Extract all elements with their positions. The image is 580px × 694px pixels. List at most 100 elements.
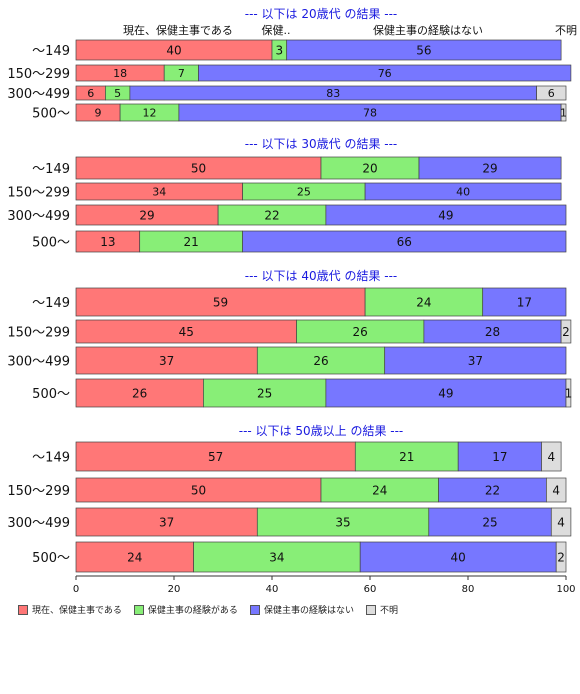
header-label-1: 保健.. [262, 23, 291, 37]
bar-segment-2-0-2 [482, 287, 567, 317]
legend-label-current: 現在、保健主事である [32, 606, 122, 616]
bar-segment-1-3-2 [242, 230, 567, 253]
data-label-2-1-1: 26 [353, 325, 368, 339]
data-label-3-3-0: 24 [127, 551, 142, 565]
bar-segment-2-2-0 [75, 346, 258, 375]
data-label-0-3-3: 1 [560, 107, 567, 120]
bar-segment-2-3-2 [325, 378, 567, 408]
bar-segment-2-1-3 [560, 319, 572, 344]
bar-segment-3-2-2 [428, 507, 552, 537]
data-label-3-1-3: 4 [552, 484, 560, 498]
data-label-1-2-1: 22 [264, 209, 279, 223]
bar-segment-3-1-0 [75, 477, 322, 503]
data-label-3-2-0: 37 [159, 516, 174, 530]
category-label-2-2: 300～499 [7, 355, 70, 370]
data-label-0-2-0: 6 [87, 87, 94, 100]
data-label-1-2-2: 49 [438, 209, 453, 223]
data-label-2-3-3: 1 [565, 387, 573, 401]
data-label-1-3-0: 13 [100, 235, 115, 249]
panel-title-3: --- 以下は 50歳以上 の結果 --- [239, 424, 404, 438]
bar-segment-2-0-1 [364, 287, 484, 317]
data-label-0-1-1: 7 [178, 67, 185, 80]
panel-title-2: --- 以下は 40歳代 の結果 --- [245, 269, 398, 283]
legend-item-current: 現在、保健主事である [18, 603, 122, 616]
category-label-0-1: 150～299 [7, 67, 70, 82]
panel-title-0: --- 以下は 20歳代 の結果 --- [245, 7, 398, 21]
data-label-3-2-3: 4 [557, 516, 565, 530]
category-label-3-3: 500～ [32, 551, 70, 566]
data-label-2-2-0: 37 [159, 354, 174, 368]
category-label-3-1: 150～299 [7, 484, 70, 499]
bar-segment-2-3-0 [75, 378, 204, 408]
data-label-0-2-3: 6 [548, 87, 555, 100]
header-label-2: 保健主事の経験はない [373, 23, 483, 37]
bar-segment-3-1-3 [546, 477, 567, 503]
bar-segment-0-2-3 [536, 85, 567, 101]
data-label-1-3-1: 21 [184, 235, 199, 249]
bar-segment-3-1-1 [320, 477, 439, 503]
x-tick-label-5: 100 [556, 584, 575, 595]
header-label-3: 不明 [555, 24, 577, 37]
data-label-0-2-1: 5 [114, 87, 121, 100]
data-label-0-2-2: 83 [326, 87, 340, 100]
legend-swatch-experienced [133, 604, 144, 615]
legend-swatch-unknown [365, 604, 376, 615]
category-label-3-2: 300～499 [7, 516, 70, 531]
data-label-2-1-0: 45 [179, 325, 194, 339]
x-tick-label-3: 60 [364, 584, 377, 595]
bar-segment-2-3-3 [565, 378, 572, 408]
legend-swatch-current [18, 604, 28, 615]
category-label-0-2: 300～499 [7, 87, 70, 102]
data-label-3-2-1: 35 [335, 516, 350, 530]
legend-item-none: 保健主事の経験はない [249, 603, 354, 616]
data-label-1-1-0: 34 [152, 186, 166, 199]
bar-segment-3-2-0 [75, 507, 258, 537]
category-label-1-0: ～149 [32, 162, 70, 177]
data-label-3-1-2: 22 [485, 484, 500, 498]
data-label-3-0-2: 17 [492, 450, 507, 464]
category-label-1-3: 500～ [32, 236, 70, 251]
legend-item-experienced: 保健主事の経験がある [133, 603, 238, 616]
bar-segment-0-3-3 [560, 103, 567, 122]
data-label-2-3-2: 49 [438, 387, 453, 401]
data-label-2-3-0: 26 [132, 387, 147, 401]
category-label-3-0: ～149 [32, 451, 70, 466]
bar-segment-2-2-2 [384, 346, 567, 375]
category-label-2-1: 150～299 [7, 326, 70, 341]
bar-segment-3-3-2 [359, 541, 557, 573]
data-label-0-3-2: 78 [363, 107, 377, 120]
data-label-2-1-2: 28 [485, 325, 500, 339]
data-label-3-1-1: 24 [372, 484, 387, 498]
bar-segment-3-0-3 [541, 441, 562, 472]
category-label-2-3: 500～ [32, 387, 70, 402]
data-label-2-0-0: 59 [213, 296, 228, 310]
data-label-3-0-0: 57 [208, 450, 223, 464]
data-label-0-0-0: 40 [166, 44, 181, 58]
category-label-1-2: 300～499 [7, 209, 70, 224]
data-label-0-3-1: 12 [143, 107, 157, 120]
bar-segment-3-0-2 [457, 441, 542, 472]
data-label-3-0-3: 4 [547, 450, 555, 464]
category-label-0-3: 500～ [32, 107, 70, 122]
data-label-0-3-0: 9 [95, 107, 102, 120]
legend-label-unknown: 不明 [379, 606, 398, 616]
data-label-3-3-1: 34 [269, 551, 284, 565]
data-label-0-1-2: 76 [378, 67, 392, 80]
bar-segment-3-0-1 [354, 441, 459, 472]
data-label-3-2-2: 25 [482, 516, 497, 530]
data-label-2-2-2: 37 [468, 354, 483, 368]
category-label-0-0: ～149 [32, 44, 70, 59]
category-label-2-0: ～149 [32, 296, 70, 311]
legend-label-experienced: 保健主事の経験がある [147, 606, 238, 616]
bar-segment-0-0-2 [286, 39, 562, 61]
data-label-1-1-1: 25 [297, 186, 311, 199]
data-label-1-0-2: 29 [482, 162, 497, 176]
data-label-2-3-1: 25 [257, 387, 272, 401]
legend-label-none: 保健主事の経験はない [263, 606, 354, 616]
category-label-1-1: 150～299 [7, 186, 70, 201]
bar-segment-1-2-2 [325, 204, 567, 226]
data-label-3-3-3: 2 [557, 551, 565, 565]
bar-segment-0-1-2 [198, 64, 572, 82]
data-label-0-0-1: 3 [276, 44, 284, 58]
